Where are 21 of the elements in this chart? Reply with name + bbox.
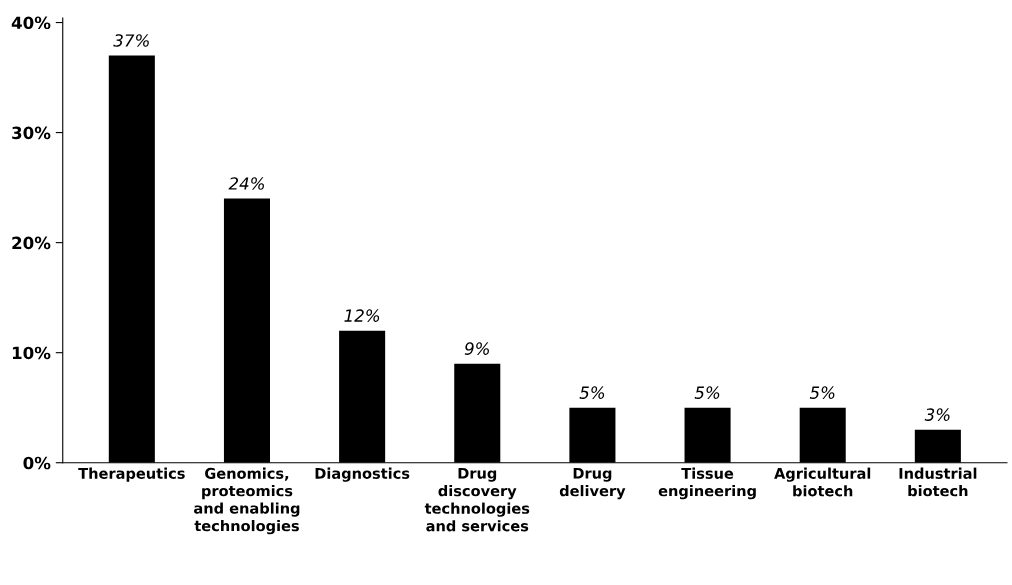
x-tick-label: Agricultural biotech xyxy=(774,467,871,497)
data-label: 5% xyxy=(579,386,605,399)
y-tick-label: 30% xyxy=(12,126,51,140)
x-tick-label: Diagnostics xyxy=(315,467,410,482)
x-tick-label: Industrial biotech xyxy=(899,467,977,497)
y-tick-label: 0% xyxy=(23,456,51,470)
x-tick-label: Genomics, proteomics and enabling technologies xyxy=(194,467,300,535)
y-tick-label: 20% xyxy=(12,236,51,250)
y-tick-label: 10% xyxy=(12,346,51,360)
data-label: 24% xyxy=(228,177,264,190)
x-tick-label: Drug delivery xyxy=(559,467,626,500)
data-label: 5% xyxy=(694,386,720,399)
x-tick-label: Tissue engineering xyxy=(658,467,756,500)
data-label: 3% xyxy=(924,408,950,421)
x-tick-label: Drug discovery technologies and services xyxy=(424,467,530,532)
data-label: 37% xyxy=(113,34,149,47)
data-label: 9% xyxy=(464,342,489,355)
data-label: 12% xyxy=(344,309,380,322)
y-tick-label: 40% xyxy=(11,16,51,30)
x-tick-label: Therapeutics xyxy=(78,467,185,482)
data-label: 5% xyxy=(809,386,835,399)
